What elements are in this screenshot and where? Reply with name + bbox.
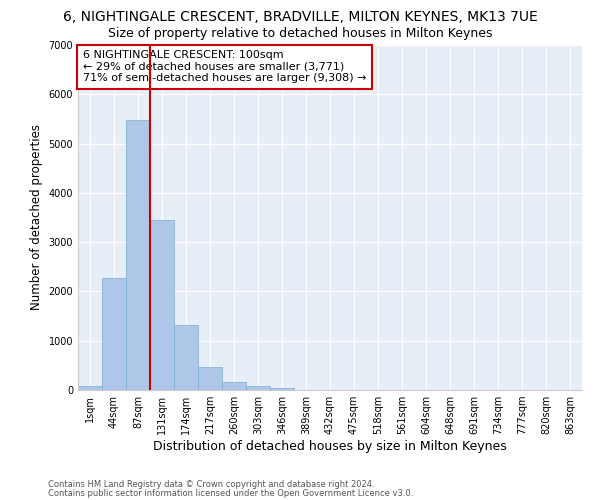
Text: 6, NIGHTINGALE CRESCENT, BRADVILLE, MILTON KEYNES, MK13 7UE: 6, NIGHTINGALE CRESCENT, BRADVILLE, MILT… <box>62 10 538 24</box>
Text: Contains public sector information licensed under the Open Government Licence v3: Contains public sector information licen… <box>48 488 413 498</box>
Bar <box>174 326 198 390</box>
Y-axis label: Number of detached properties: Number of detached properties <box>30 124 43 310</box>
Text: 6 NIGHTINGALE CRESCENT: 100sqm
← 29% of detached houses are smaller (3,771)
71% : 6 NIGHTINGALE CRESCENT: 100sqm ← 29% of … <box>83 50 367 84</box>
X-axis label: Distribution of detached houses by size in Milton Keynes: Distribution of detached houses by size … <box>153 440 507 453</box>
Bar <box>222 382 246 390</box>
Bar <box>150 220 174 390</box>
Bar <box>198 368 222 390</box>
Bar <box>270 388 294 390</box>
Bar <box>246 386 270 390</box>
Bar <box>78 386 102 390</box>
Text: Size of property relative to detached houses in Milton Keynes: Size of property relative to detached ho… <box>108 28 492 40</box>
Bar <box>126 120 150 390</box>
Text: Contains HM Land Registry data © Crown copyright and database right 2024.: Contains HM Land Registry data © Crown c… <box>48 480 374 489</box>
Bar <box>102 278 126 390</box>
